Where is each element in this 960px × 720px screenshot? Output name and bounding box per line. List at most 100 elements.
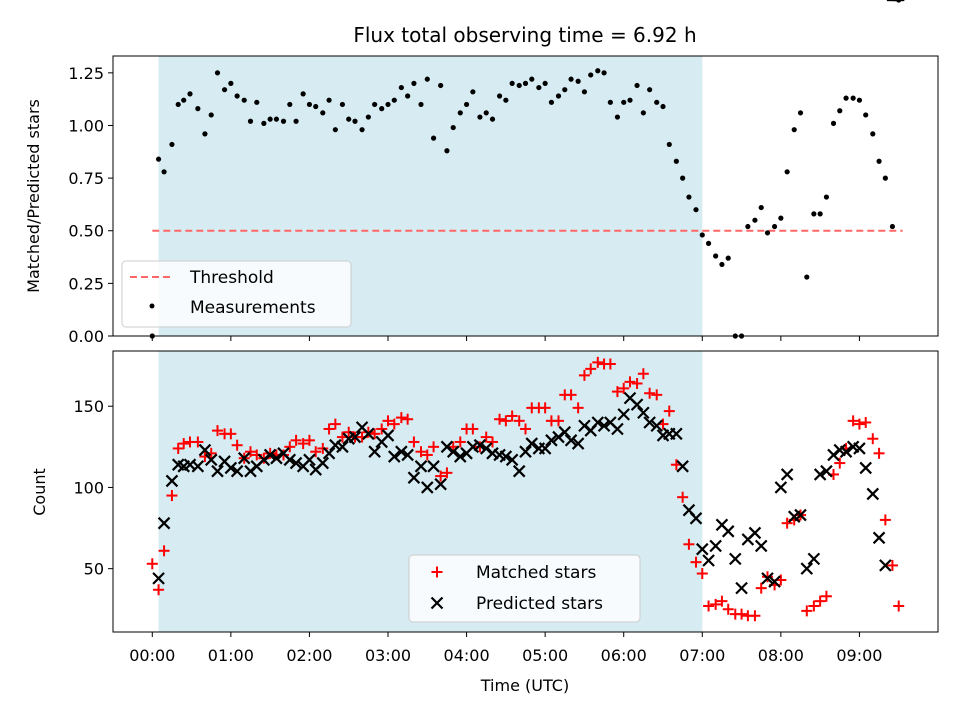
predicted-stars-legend-label: Predicted stars [476,594,603,614]
predicted-star-point [696,542,709,556]
measurement-point [548,99,555,105]
predicted-star-point [289,456,303,470]
predicted-star-point [794,508,807,522]
predicted-stars-legend-swatch [430,596,444,610]
measurement-point [477,114,483,120]
matched-star-point [297,438,309,450]
top-legend: Threshold Measurements [121,260,352,328]
matched-star-point [820,590,832,602]
measurement-point [555,93,562,99]
matched-star-point [494,413,506,425]
measurement-point [313,103,319,110]
predicted-star-point [545,434,558,447]
measurement-point [575,78,581,84]
predicted-star-point [204,453,218,467]
measurement-point [379,106,385,112]
matched-star-point [153,584,165,596]
predicted-star-point [211,464,224,478]
predicted-star-point [650,419,663,432]
predicted-star-point [499,450,513,463]
matched-star-point [834,457,846,469]
measurement-point [823,194,830,200]
matched-star-point [683,538,695,550]
measurement-point [686,194,692,200]
predicted-star-point [230,464,244,478]
matched-star-point [749,610,761,622]
matched-star-point [388,418,400,430]
predicted-star-point [807,552,821,566]
measurement-point [843,95,849,101]
x-tick-label: 04:00 [444,646,490,665]
predicted-star-point [157,516,171,530]
measurement-point [634,82,640,89]
predicted-star-point [774,481,788,494]
measurement-point [588,72,594,78]
measurement-point [155,156,162,162]
measurement-point [856,97,863,103]
matched-star-point [303,434,315,446]
measurement-point [280,118,287,124]
predicted-stars-points [152,0,905,595]
measurement-point [516,82,522,89]
top-x-ticks [151,336,860,341]
measurement-point [424,76,430,82]
predicted-star-point [434,477,447,491]
predicted-star-point [729,552,742,566]
measurement-point [287,101,293,108]
measurement-point [444,148,450,154]
measurement-point [418,101,424,108]
measurements-points [149,0,902,339]
measurement-point [654,99,660,105]
top-y-tick-label: 1.00 [68,116,104,135]
matched-star-point [690,556,702,568]
matched-star-point [231,439,243,451]
measurement-point [273,116,280,122]
measurement-point [241,97,247,103]
predicted-star-point [395,445,408,458]
top-panel: 0.00 0.25 0.50 0.75 1.00 1.25 Flux total obse… [24,0,939,346]
top-y-tick-label: 1.25 [68,64,104,83]
bottom-legend: Matched stars Predicted stars [408,554,641,623]
bottom-y-axis-label: Count [30,468,49,516]
matched-star-point [631,377,643,389]
predicted-star-point [454,450,467,463]
measurement-point [261,120,267,126]
measurement-point [837,108,843,114]
matched-star-point [520,423,531,435]
measurement-point [346,116,352,122]
measurement-point [247,118,254,124]
predicted-star-point [571,437,585,450]
matched-star-point [578,369,590,381]
matched-star-point [703,600,715,612]
predicted-star-point [401,448,414,462]
measurement-point [228,80,234,86]
measurement-point [496,93,503,99]
measurement-point [705,240,712,246]
predicted-star-point [336,440,349,454]
predicted-star-point [813,468,827,481]
measurement-point [719,261,725,268]
predicted-star-point [735,581,748,595]
matched-star-point [382,415,394,427]
matched-star-point [879,514,891,526]
matched-star-point [513,415,525,427]
measurement-point [470,89,476,95]
matched-star-point [624,376,636,388]
measurement-point [300,91,306,97]
predicted-star-point [859,461,872,475]
matched-star-point [172,442,184,454]
measurement-point [221,87,228,93]
matched-star-point [323,423,335,435]
measurement-point [791,127,797,133]
measurement-point [214,70,221,76]
measurement-point [850,95,856,101]
x-tick-label: 06:00 [601,646,647,665]
measurement-point [562,87,568,93]
predicted-star-point [637,406,650,420]
measurement-point [876,158,882,164]
measurement-point [607,99,613,105]
matched-star-point [808,600,820,612]
measurement-point [187,91,193,97]
matched-star-point [572,402,584,414]
